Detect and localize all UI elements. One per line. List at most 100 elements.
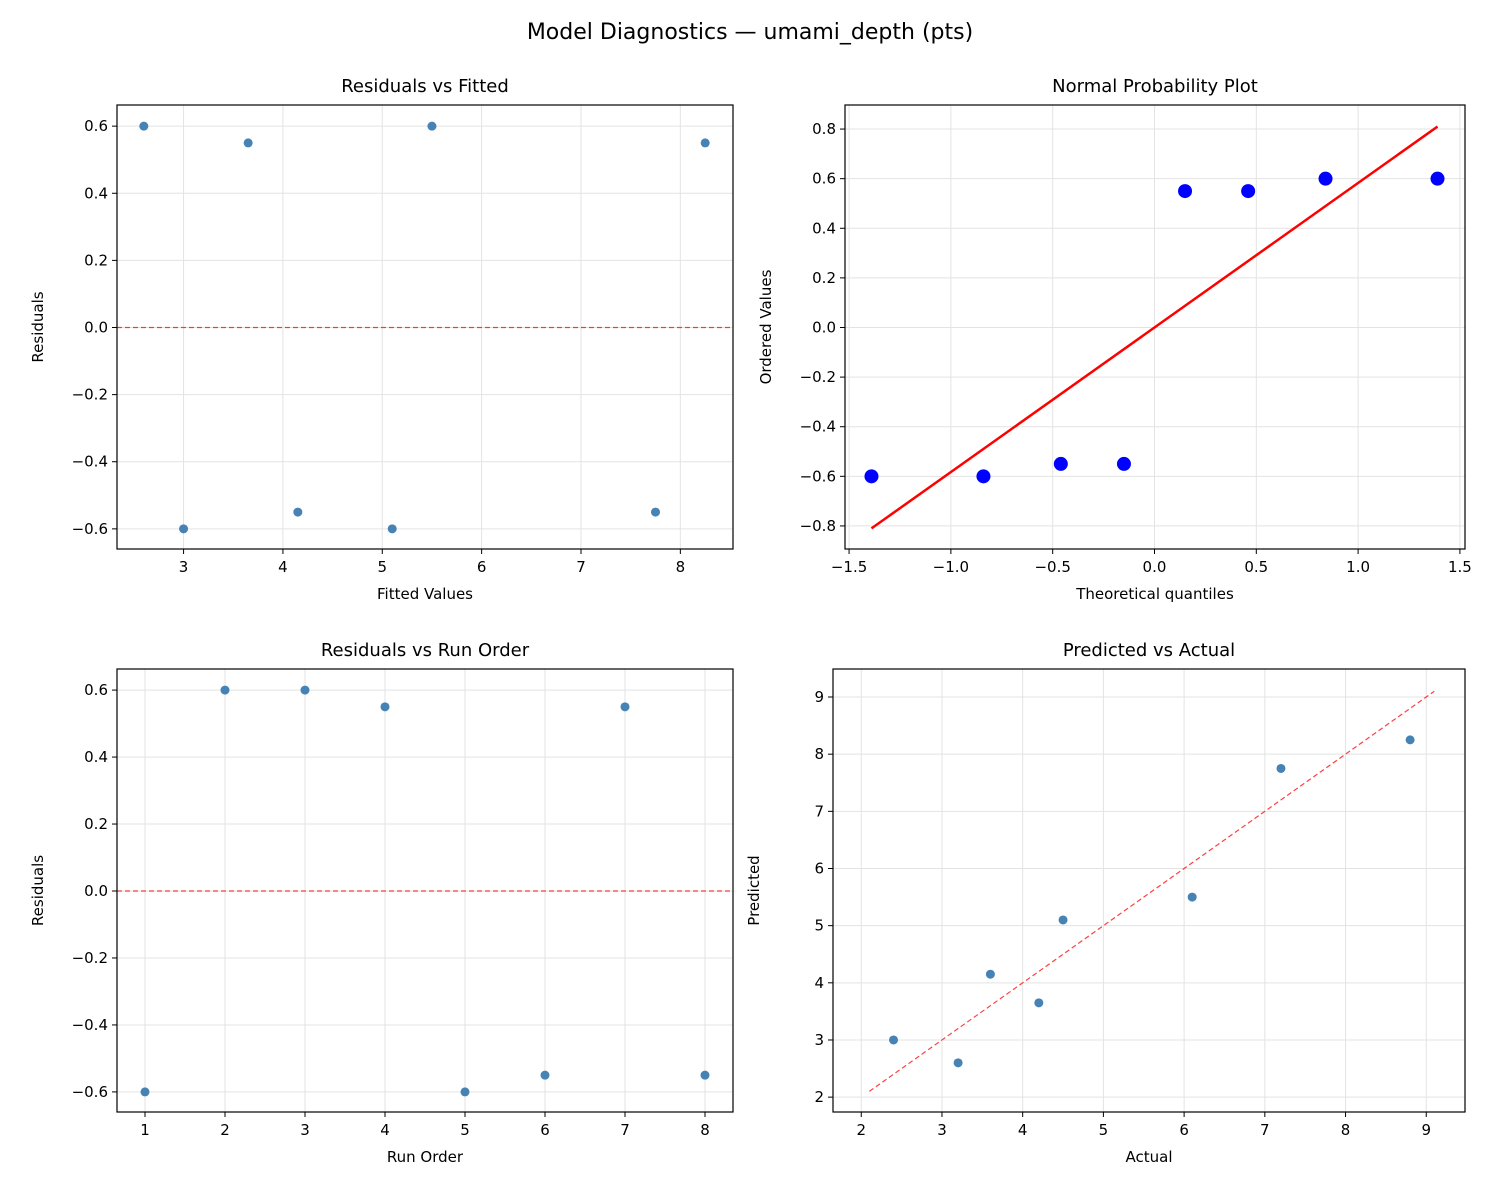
y-tick-label: −0.6 — [800, 467, 836, 485]
subplot-title: Predicted vs Actual — [1063, 640, 1235, 661]
data-point — [889, 1035, 899, 1045]
y-axis-label: Ordered Values — [757, 269, 775, 384]
data-point — [651, 507, 661, 517]
y-tick-label: 2 — [814, 1088, 824, 1106]
data-point — [1318, 171, 1333, 186]
data-point — [700, 138, 710, 148]
y-tick-label: 0.8 — [812, 120, 836, 138]
y-tick-label: −0.2 — [72, 949, 108, 967]
subplot-4: 2 3 4 5 6 7 8 9 2 3 4 5 6 7 8 9 Predicted vs Actual Actua… — [745, 640, 1466, 1166]
subplot-title: Residuals vs Fitted — [341, 76, 509, 97]
x-tick-label: 6 — [477, 558, 487, 576]
data-point — [953, 1058, 963, 1068]
x-tick-label: 4 — [1018, 1121, 1028, 1139]
data-point — [976, 469, 991, 484]
x-tick-label: 5 — [1099, 1121, 1109, 1139]
x-tick-label: 1.5 — [1448, 558, 1472, 576]
y-tick-label: 9 — [814, 688, 824, 706]
y-tick-label: 0.6 — [84, 117, 108, 135]
x-tick-label: 7 — [576, 558, 586, 576]
x-tick-label: 0.0 — [1143, 558, 1167, 576]
y-tick-label: 0.2 — [84, 251, 108, 269]
x-tick-label: 1.0 — [1346, 558, 1370, 576]
x-tick-label: −1.0 — [933, 558, 969, 576]
x-axis-label: Theoretical quantiles — [1075, 585, 1234, 603]
x-tick-label: 3 — [300, 1121, 310, 1139]
subplot-1: 3 4 5 6 7 8 −0.6 −0.4 −0.2 0.0 0.2 0.4 0.6 Residuals … — [29, 76, 734, 603]
x-tick-label: 6 — [1179, 1121, 1189, 1139]
y-tick-label: 0.6 — [84, 681, 108, 699]
y-tick-label: 0.4 — [84, 748, 108, 766]
y-tick-label: 0.4 — [84, 184, 108, 202]
data-point — [220, 685, 230, 695]
x-tick-label: 8 — [676, 558, 686, 576]
axes-frame — [116, 668, 734, 1113]
y-tick-label: 4 — [814, 974, 824, 992]
data-point — [1178, 184, 1193, 199]
y-tick-label: 0.0 — [84, 882, 108, 900]
x-axis-label: Fitted Values — [377, 585, 473, 603]
data-point — [460, 1087, 470, 1097]
data-point — [620, 702, 630, 712]
x-axis-label: Actual — [1126, 1148, 1173, 1166]
data-point — [243, 138, 253, 148]
data-point — [1058, 915, 1068, 925]
data-point — [1276, 763, 1286, 773]
axes-frame — [116, 104, 734, 550]
y-tick-label: 0.0 — [812, 318, 836, 336]
subplot-title: Residuals vs Run Order — [321, 640, 530, 661]
y-tick-label: 0.4 — [812, 219, 836, 237]
y-tick-label: −0.2 — [72, 386, 108, 404]
y-axis-label: Predicted — [745, 855, 763, 925]
y-tick-label: 7 — [814, 802, 824, 820]
data-point — [1187, 892, 1197, 902]
y-tick-label: 0.0 — [84, 319, 108, 337]
data-point — [864, 469, 879, 484]
x-tick-label: 9 — [1421, 1121, 1431, 1139]
y-tick-label: −0.2 — [800, 368, 836, 386]
data-point — [1405, 735, 1415, 745]
y-tick-label: −0.6 — [72, 1083, 108, 1101]
data-point — [1241, 184, 1256, 199]
y-tick-label: 5 — [814, 917, 824, 935]
x-tick-label: 3 — [179, 558, 189, 576]
data-point — [293, 507, 303, 517]
data-point — [1430, 171, 1445, 186]
y-tick-label: 3 — [814, 1031, 824, 1049]
subplot-2: −1.5 −1.0 −0.5 0.0 0.5 1.0 1.5 −0.8 −0.6 −0.4 −0.2… — [757, 76, 1472, 603]
y-axis-label: Residuals — [29, 291, 47, 362]
x-tick-label: 5 — [460, 1121, 470, 1139]
fit-reference-line — [868, 690, 1435, 1092]
data-point — [300, 685, 310, 695]
y-tick-label: 0.2 — [812, 269, 836, 287]
x-tick-label: 7 — [620, 1121, 630, 1139]
data-point — [985, 969, 995, 979]
y-tick-label: −0.4 — [72, 453, 108, 471]
data-point — [1116, 456, 1131, 471]
data-point — [1034, 998, 1044, 1008]
x-tick-label: 4 — [380, 1121, 390, 1139]
data-point — [139, 121, 149, 131]
fit-reference-line — [870, 125, 1439, 530]
x-tick-label: 4 — [278, 558, 288, 576]
data-point — [140, 1087, 150, 1097]
y-tick-label: −0.8 — [800, 517, 836, 535]
x-tick-label: −1.5 — [831, 558, 867, 576]
y-tick-label: 8 — [814, 745, 824, 763]
data-point — [700, 1070, 710, 1080]
x-tick-label: 7 — [1260, 1121, 1270, 1139]
y-tick-label: −0.4 — [72, 1016, 108, 1034]
data-point — [387, 524, 397, 534]
x-tick-label: 1 — [140, 1121, 150, 1139]
x-tick-label: −0.5 — [1034, 558, 1070, 576]
x-tick-label: 2 — [856, 1121, 866, 1139]
y-axis-label: Residuals — [29, 855, 47, 926]
x-axis-label: Run Order — [387, 1148, 464, 1166]
x-tick-label: 5 — [378, 558, 388, 576]
data-point — [1053, 456, 1068, 471]
axes-frame — [832, 668, 1466, 1113]
figure-title: Model Diagnostics — umami_depth (pts) — [526, 20, 974, 45]
data-point — [427, 121, 437, 131]
axes-frame — [844, 104, 1466, 550]
